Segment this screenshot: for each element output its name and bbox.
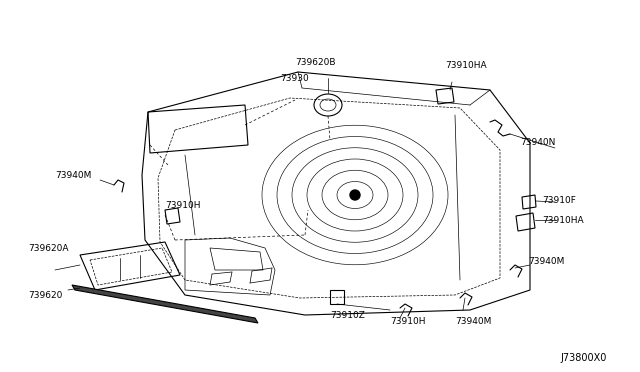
Text: 73940M: 73940M: [455, 317, 492, 327]
Text: 73940M: 73940M: [528, 257, 564, 266]
Polygon shape: [72, 285, 258, 323]
Text: 73940M: 73940M: [55, 170, 92, 180]
Text: 73910F: 73910F: [542, 196, 576, 205]
Text: 739620B: 739620B: [295, 58, 335, 67]
Text: 73940N: 73940N: [520, 138, 556, 147]
Text: 73910H: 73910H: [165, 201, 200, 209]
Text: J73800X0: J73800X0: [560, 353, 606, 363]
Text: 73910H: 73910H: [390, 317, 426, 327]
Text: 739620: 739620: [28, 291, 62, 299]
Text: 73930: 73930: [280, 74, 309, 83]
Circle shape: [350, 190, 360, 200]
Text: 73910Z: 73910Z: [330, 311, 365, 320]
Text: 73910HA: 73910HA: [542, 215, 584, 224]
Text: 73910HA: 73910HA: [445, 61, 486, 70]
Text: 739620A: 739620A: [28, 244, 68, 253]
